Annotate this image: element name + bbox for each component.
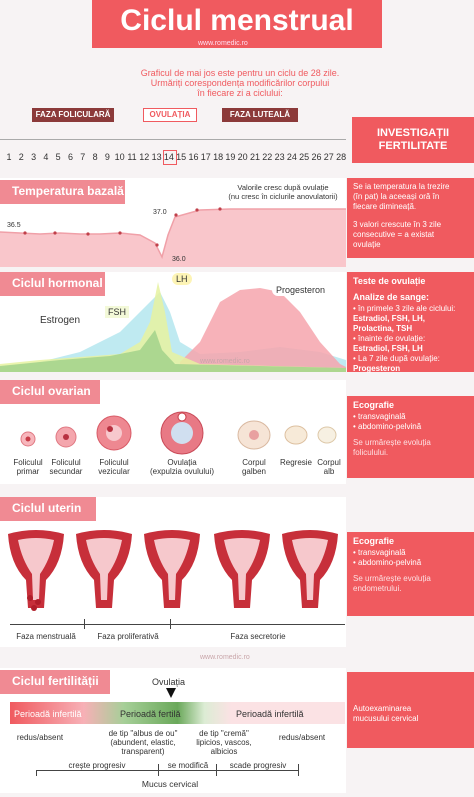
hormonal-side-box: Teste de ovulație Analize de sange: • în…	[347, 272, 474, 373]
temp-note: Valorile cresc după ovulație (nu cresc în…	[228, 183, 338, 201]
watermark-mid: www.romedic.ro	[200, 358, 250, 365]
day-17: 17	[200, 152, 211, 162]
mucus-tick-c	[216, 764, 217, 776]
day-19: 19	[225, 152, 236, 162]
mucus-bottom-label: Mucus cervical	[141, 779, 199, 789]
ovulation-day-marker	[163, 150, 177, 165]
day-8: 8	[92, 152, 98, 162]
mucus-4: redus/absent	[278, 733, 326, 742]
mucus-tick-b	[158, 764, 159, 776]
uterine-side-box: Ecografie • transvaginală • abdomino-pelv…	[347, 532, 474, 616]
fertility-side-box: Autoexaminarea mucusului cervical	[347, 672, 474, 748]
fertility-ovulation-label: Ovulația	[152, 677, 186, 687]
temp-value-360: 36.0	[172, 256, 186, 263]
uterine-phase-line	[10, 624, 345, 625]
lh-label: LH	[172, 273, 192, 285]
uterine-phase-proliferative: Faza proliferativă	[97, 632, 159, 641]
fertility-bar	[10, 702, 345, 724]
ovarian-stage-1: Foliculul primar	[13, 458, 43, 476]
progesteron-label: Progesteron	[272, 284, 330, 296]
day-9: 9	[104, 152, 110, 162]
estrogen-label: Estrogen	[36, 314, 85, 327]
day-26: 26	[311, 152, 322, 162]
mucus-trend-line	[36, 770, 298, 771]
uterine-tick-2	[170, 619, 171, 629]
hormonal-chart	[0, 282, 346, 372]
fertility-period-infertile-1: Perioadă infertilă	[14, 709, 82, 719]
fertility-period-infertile-2: Perioadă infertilă	[236, 709, 304, 719]
day-24: 24	[286, 152, 297, 162]
ovarian-stage-5: Corpul galben	[241, 458, 267, 476]
day-13: 13	[151, 152, 162, 162]
day-7: 7	[80, 152, 86, 162]
day-1: 1	[6, 152, 12, 162]
watermark-bottom: www.romedic.ro	[200, 654, 250, 661]
day-16: 16	[188, 152, 199, 162]
trend-increase: crește progresiv	[36, 761, 158, 770]
trend-change: se modifică	[160, 761, 216, 770]
day-22: 22	[262, 152, 273, 162]
day-25: 25	[299, 152, 310, 162]
day-21: 21	[249, 152, 260, 162]
hormonal-header: Ciclul hormonal	[0, 272, 105, 296]
ovarian-stage-4: Ovulația (expulzia ovulului)	[149, 458, 215, 476]
uterine-illustration	[8, 530, 338, 611]
day-14: 14	[163, 152, 174, 162]
watermark-top: www.romedic.ro	[198, 40, 248, 47]
phase-ovulation: OVULAȚIA	[143, 108, 197, 122]
mucus-3: de tip "cremă" lipicios, vascos, albicios	[196, 729, 252, 756]
fsh-label: FSH	[105, 306, 129, 318]
day-ruler	[0, 139, 346, 140]
fertility-period-fertile: Perioadă fertilă	[120, 709, 181, 719]
uterine-header: Ciclul uterin	[0, 497, 96, 521]
ovarian-stage-6: Regresie	[279, 458, 312, 467]
temp-header: Temperatura bazală	[0, 180, 125, 204]
phase-luteal: FAZA LUTEALĂ	[222, 108, 298, 122]
temp-value-370: 37.0	[153, 209, 167, 216]
ovarian-side-box: Ecografie • transvaginală • abdomino-pelv…	[347, 396, 474, 478]
day-28: 28	[336, 152, 347, 162]
day-12: 12	[139, 152, 150, 162]
fertility-header: Ciclul fertilității	[0, 670, 110, 694]
ovarian-stage-7: Corpul alb	[317, 458, 341, 476]
day-20: 20	[237, 152, 248, 162]
day-11: 11	[127, 152, 137, 162]
day-18: 18	[213, 152, 224, 162]
investigations-box: INVESTIGAȚII FERTILITATE	[352, 117, 474, 163]
temp-value-365: 36.5	[7, 222, 21, 229]
mucus-tick-a	[36, 764, 37, 776]
day-3: 3	[31, 152, 37, 162]
day-4: 4	[43, 152, 49, 162]
uterine-phase-secretory: Faza secretorie	[230, 632, 286, 641]
title-banner	[92, 0, 382, 48]
trend-decrease: scade progresiv	[218, 761, 298, 770]
page-title: Ciclul menstrual	[120, 4, 354, 37]
temp-side-box: Se ia temperatura la trezire (în pat) la …	[347, 178, 474, 258]
mucus-2: de tip "albus de ou" (abundent, elastic, t…	[108, 729, 178, 756]
uterine-tick-1	[84, 619, 85, 629]
day-27: 27	[323, 152, 334, 162]
ovarian-header: Ciclul ovarian	[0, 380, 100, 404]
day-2: 2	[18, 152, 24, 162]
day-6: 6	[67, 152, 73, 162]
day-15: 15	[176, 152, 187, 162]
day-10: 10	[114, 152, 125, 162]
uterine-phase-menstrual: Faza menstruală	[16, 632, 76, 641]
phase-follicular: FAZA FOLICULARĂ	[32, 108, 114, 122]
ovarian-stage-2: Foliculul secundar	[49, 458, 83, 476]
ovarian-stage-3: Foliculul vezicular	[98, 458, 130, 476]
intro-text: Graficul de mai jos este pentru un ciclu…	[140, 68, 340, 98]
ovulation-arrow-icon	[166, 688, 176, 698]
mucus-1: redus/absent	[16, 733, 64, 742]
day-23: 23	[274, 152, 285, 162]
mucus-tick-d	[298, 764, 299, 776]
temperature-chart	[0, 207, 346, 267]
day-5: 5	[55, 152, 61, 162]
ovarian-illustration	[20, 411, 337, 455]
